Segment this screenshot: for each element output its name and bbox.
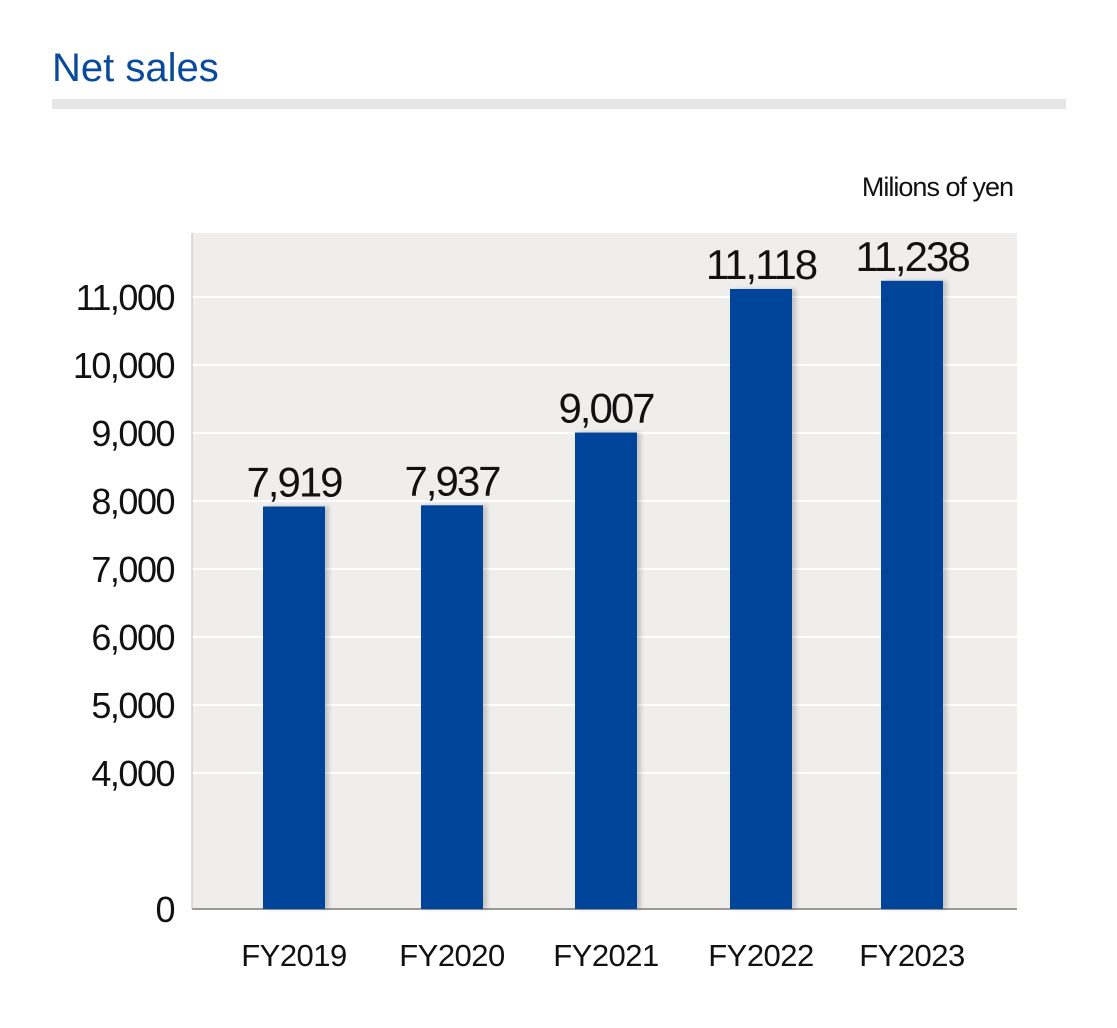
bar xyxy=(263,506,325,909)
bar xyxy=(421,505,483,909)
y-tick-label: 9,000 xyxy=(91,413,174,454)
data-label: 11,118 xyxy=(706,241,817,288)
bar xyxy=(881,280,943,909)
unit-label: Milions of yen xyxy=(861,172,1014,202)
title-divider xyxy=(52,99,1066,109)
y-tick-label: 11,000 xyxy=(76,277,175,318)
bar xyxy=(575,432,637,909)
y-tick-label: 10,000 xyxy=(73,345,175,386)
x-tick-label: FY2023 xyxy=(859,938,965,973)
x-tick-label: FY2022 xyxy=(708,938,814,973)
y-tick-label: 0 xyxy=(155,889,174,930)
data-label: 11,238 xyxy=(855,233,969,280)
data-label: 7,937 xyxy=(404,457,500,504)
x-tick-label: FY2019 xyxy=(241,938,347,973)
y-tick-label: 4,000 xyxy=(91,753,174,794)
page-title: Net sales xyxy=(52,46,219,90)
y-tick-label: 6,000 xyxy=(91,617,174,658)
bars xyxy=(263,280,943,909)
x-tick-label: FY2021 xyxy=(553,938,659,973)
x-tick-labels: FY2019 FY2020 FY2021 FY2022 FY2023 xyxy=(241,938,965,973)
data-label: 9,007 xyxy=(558,385,654,432)
y-tick-label: 8,000 xyxy=(91,481,174,522)
y-tick-label: 5,000 xyxy=(91,685,174,726)
y-tick-labels: 0 4,000 5,000 6,000 7,000 8,000 9,000 10,000 11,… xyxy=(73,277,176,930)
x-tick-label: FY2020 xyxy=(399,938,505,973)
bar xyxy=(730,288,792,909)
data-label: 7,919 xyxy=(246,459,342,506)
y-tick-label: 7,000 xyxy=(91,549,174,590)
data-labels: 7,919 7,937 9,007 11,118 11,238 xyxy=(246,233,971,506)
